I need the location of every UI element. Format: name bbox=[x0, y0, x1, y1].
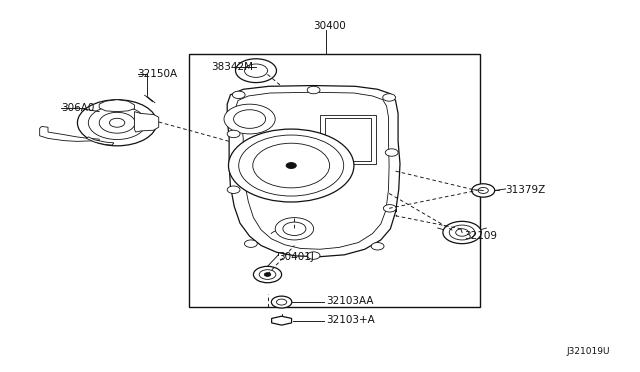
Circle shape bbox=[472, 184, 495, 197]
Circle shape bbox=[383, 94, 396, 101]
Circle shape bbox=[109, 118, 125, 127]
Circle shape bbox=[264, 273, 271, 276]
Text: 32150A: 32150A bbox=[138, 70, 178, 79]
Circle shape bbox=[271, 296, 292, 308]
Circle shape bbox=[371, 243, 384, 250]
Text: J321019U: J321019U bbox=[566, 347, 610, 356]
Circle shape bbox=[275, 218, 314, 240]
Bar bbox=[325, 118, 371, 161]
Circle shape bbox=[232, 91, 245, 99]
Polygon shape bbox=[227, 86, 400, 257]
Polygon shape bbox=[99, 100, 134, 112]
Text: 32103AA: 32103AA bbox=[326, 296, 374, 306]
Circle shape bbox=[234, 110, 266, 128]
Circle shape bbox=[77, 100, 157, 146]
Circle shape bbox=[456, 229, 468, 236]
Circle shape bbox=[224, 104, 275, 134]
Circle shape bbox=[307, 86, 320, 94]
Text: 38342M: 38342M bbox=[211, 62, 253, 72]
Text: 306A0: 306A0 bbox=[61, 103, 94, 113]
Bar bbox=[320, 115, 376, 164]
Polygon shape bbox=[134, 112, 159, 132]
Circle shape bbox=[478, 187, 488, 193]
Circle shape bbox=[383, 205, 396, 212]
Text: 30401J: 30401J bbox=[278, 252, 314, 262]
Polygon shape bbox=[40, 126, 99, 141]
Text: 32103+A: 32103+A bbox=[326, 315, 375, 325]
Circle shape bbox=[449, 225, 475, 240]
Circle shape bbox=[244, 64, 268, 77]
Circle shape bbox=[99, 112, 135, 133]
Polygon shape bbox=[86, 137, 114, 145]
Circle shape bbox=[286, 163, 296, 169]
Circle shape bbox=[276, 299, 287, 305]
Circle shape bbox=[307, 252, 320, 259]
Circle shape bbox=[253, 266, 282, 283]
Circle shape bbox=[239, 135, 344, 196]
Circle shape bbox=[236, 59, 276, 83]
Circle shape bbox=[88, 106, 146, 140]
Text: 31379Z: 31379Z bbox=[506, 185, 546, 195]
Circle shape bbox=[244, 240, 257, 247]
Circle shape bbox=[283, 222, 306, 235]
Polygon shape bbox=[271, 316, 292, 325]
Circle shape bbox=[443, 221, 481, 244]
Circle shape bbox=[228, 129, 354, 202]
Circle shape bbox=[227, 130, 240, 138]
Circle shape bbox=[385, 149, 398, 156]
Circle shape bbox=[259, 270, 276, 279]
Bar bbox=[189, 54, 480, 307]
Circle shape bbox=[253, 143, 330, 188]
Circle shape bbox=[227, 186, 240, 193]
Text: 32109: 32109 bbox=[464, 231, 497, 241]
Text: 30400: 30400 bbox=[314, 21, 346, 31]
